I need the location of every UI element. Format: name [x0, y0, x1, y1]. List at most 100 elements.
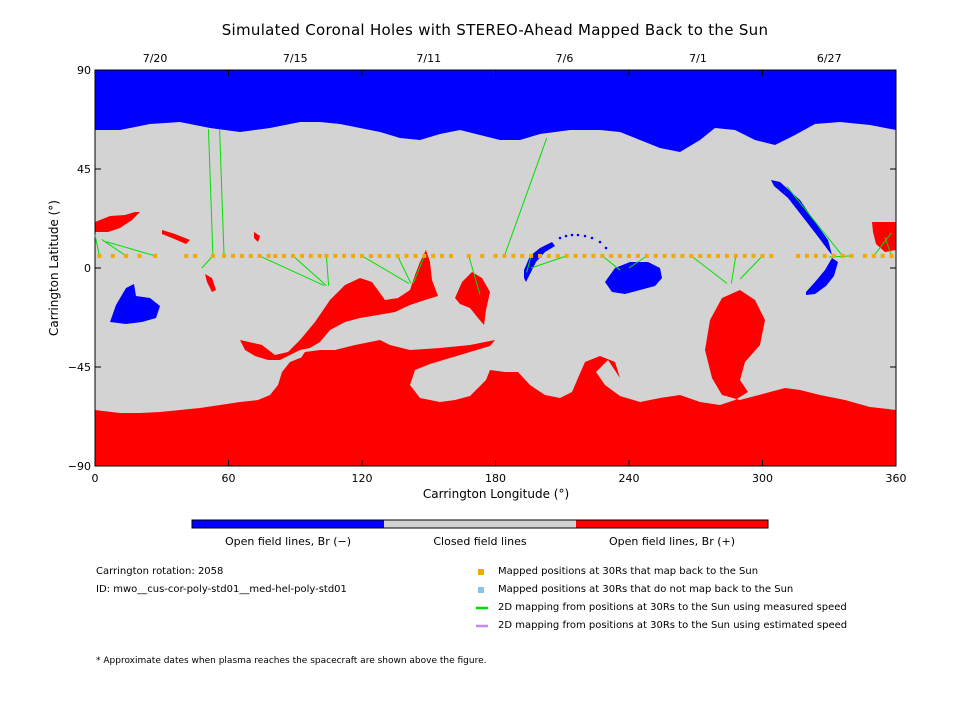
mapped-point [742, 253, 747, 258]
mapped-point [502, 253, 507, 258]
mapped-point [342, 253, 347, 258]
mapped-point [466, 253, 471, 258]
positive-hole-ne [95, 212, 140, 232]
mapped-point [707, 253, 712, 258]
mapped-point [248, 253, 253, 258]
mapped-point [680, 253, 685, 258]
positive-hole-small-2 [205, 274, 216, 292]
mapped-point [110, 253, 115, 258]
mapped-point [760, 253, 765, 258]
south-polar-hole [95, 290, 896, 466]
negative-hole-strip [771, 180, 832, 255]
legend-label-unmapped: Mapped positions at 30Rs that do not map… [498, 584, 794, 595]
positive-hole-mid [455, 272, 490, 325]
mapped-point [449, 253, 453, 258]
date-tick-label: 7/6 [556, 52, 574, 65]
mapping-line [94, 234, 100, 257]
x-tick-label: 360 [886, 472, 907, 485]
mapping-line [884, 237, 893, 257]
negative-hole-west [110, 284, 160, 324]
mapped-point [351, 253, 356, 258]
mapping-line [101, 238, 127, 257]
mapped-point [282, 253, 287, 258]
mapped-point [813, 253, 818, 258]
colorbar-label-positive: Open field lines, Br (+) [608, 535, 736, 548]
mapped-point [582, 253, 587, 258]
mapping-line [397, 255, 412, 284]
legend-label-mapped: Mapped positions at 30Rs that map back t… [498, 566, 759, 577]
mapped-point [618, 253, 623, 258]
x-tick-label: 180 [485, 472, 506, 485]
mapped-point [653, 253, 658, 258]
mapped-point [880, 253, 885, 258]
mapped-point [184, 253, 189, 258]
x-tick-label: 240 [619, 472, 640, 485]
date-tick-label: 7/15 [283, 52, 308, 65]
y-tick-label: 90 [77, 64, 91, 77]
date-tick-label: 6/27 [817, 52, 842, 65]
mapped-point [698, 253, 703, 258]
mapped-point [671, 253, 676, 258]
mapped-point [546, 253, 551, 258]
mapped-point [324, 253, 329, 258]
positive-hole-small-3 [254, 232, 260, 242]
mapped-point [266, 253, 271, 258]
mapping-line [739, 255, 763, 280]
mapping-line [361, 255, 409, 284]
mapping-line [325, 255, 330, 286]
mapped-point [368, 253, 373, 258]
mapped-point [635, 253, 640, 258]
mapped-point [480, 253, 485, 258]
mapped-point [422, 253, 427, 258]
mapped-point [210, 253, 215, 258]
colorbar-segment [576, 520, 768, 528]
positive-hole-band [240, 250, 438, 360]
mapped-point [230, 253, 235, 258]
mapped-point [871, 253, 876, 258]
colorbar-label-negative: Open field lines, Br (−) [224, 535, 352, 548]
mapped-point [796, 253, 801, 258]
negative-hole-east [806, 258, 838, 295]
mapped-point [431, 253, 436, 258]
mapping-line [690, 255, 728, 284]
carrington-rotation: Carrington rotation: 2058 [96, 566, 224, 577]
mapping-lines [94, 129, 893, 295]
mapped-point [689, 253, 694, 258]
negative-hole-arc [524, 242, 555, 282]
mapped-point [889, 253, 894, 258]
mapped-point [360, 253, 364, 258]
positive-hole-small-1 [162, 230, 190, 244]
mapped-point [716, 253, 720, 258]
date-tick-label: 7/20 [143, 52, 168, 65]
y-axis-label: Carrington Latitude (°) [47, 200, 61, 336]
mapped-points [97, 253, 894, 258]
closed-island [452, 366, 460, 374]
colorbar-frame [191, 519, 769, 529]
mapped-point [511, 253, 516, 258]
y-tick-label: 45 [77, 163, 91, 176]
mapped-point [308, 253, 313, 258]
mapping-line [468, 255, 481, 295]
negative-hole-dots [558, 233, 608, 250]
colorbar [191, 519, 769, 529]
mapped-point [733, 253, 738, 258]
mapped-point [831, 253, 836, 258]
mapped-point [840, 253, 845, 258]
date-axis-ticks: 7/20 7/15 7/11 7/6 7/1 6/27 [143, 52, 842, 65]
mapped-point [627, 253, 631, 258]
mapped-point [573, 253, 578, 258]
mapped-point [317, 253, 322, 258]
mapping-line [201, 255, 214, 269]
colorbar-segment [192, 520, 384, 528]
colorbar-label-closed: Closed field lines [433, 535, 527, 548]
north-polar-hole [95, 70, 896, 152]
legend-label-measured: 2D mapping from positions at 30Rs to the… [498, 602, 847, 613]
model-id: ID: mwo__cus-cor-poly-std01__med-hel-pol… [96, 584, 347, 595]
mapping-line [601, 255, 621, 271]
positive-hole-east-edge [872, 222, 896, 252]
mapped-point [529, 253, 534, 258]
mapped-point [662, 253, 667, 258]
y-tick-label: 0 [84, 262, 91, 275]
mapped-point [609, 253, 614, 258]
